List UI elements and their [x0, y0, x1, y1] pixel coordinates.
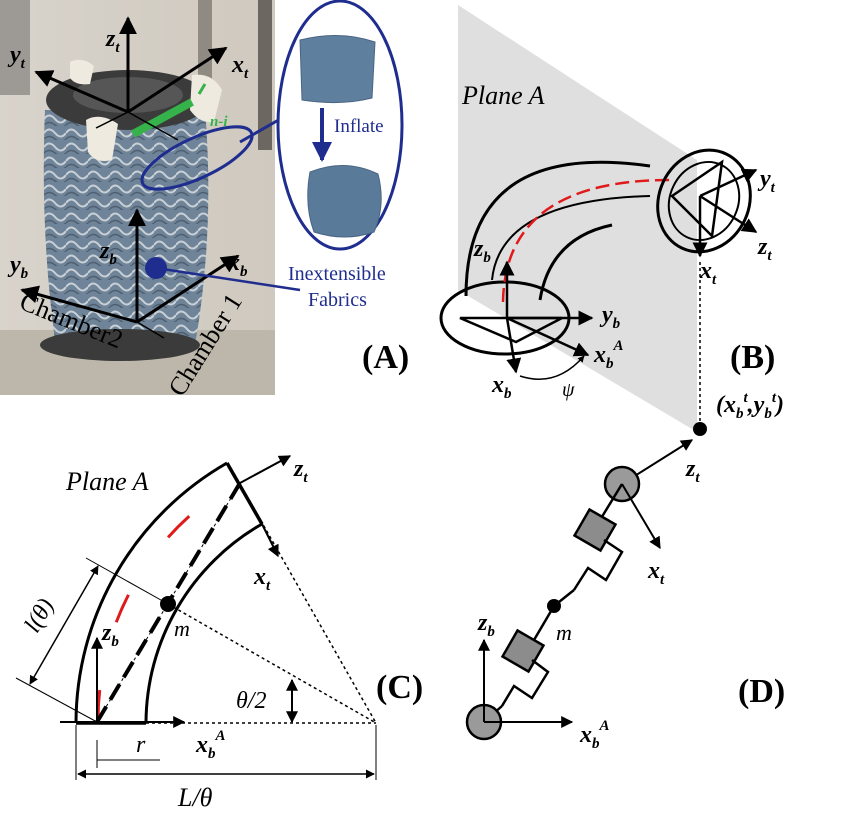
- c-radius-to-center: [227, 462, 377, 724]
- d-xt-axis: [621, 483, 661, 550]
- photo-yt-label: yt: [7, 42, 26, 72]
- b-psi-label: ψ: [562, 379, 575, 401]
- panel-b: Plane A zb yb xb xbA ψ yt zt xt (xbt,ybt…: [439, 5, 784, 436]
- c-r-label: r: [136, 732, 146, 758]
- projection-point: [693, 422, 707, 436]
- c-m-label: m: [174, 616, 190, 641]
- green-tick: [197, 83, 207, 95]
- tube-inner-wall: [538, 223, 613, 301]
- d-xt-label: xt: [647, 558, 665, 588]
- d-lower-spring: [500, 659, 550, 707]
- c-l-ext-bottom: [15, 677, 98, 723]
- fabrics-connector: [155, 266, 301, 292]
- c-mid-radius: [167, 603, 377, 724]
- d-link-3: [532, 605, 556, 641]
- c-xt-label: xt: [253, 564, 271, 594]
- robot-body: [43, 110, 209, 345]
- chamber-highlight-ellipse: [140, 125, 254, 191]
- photo-zt-label: zt: [105, 26, 120, 56]
- b-zt-axis: [699, 194, 758, 234]
- d-m-label: m: [556, 620, 572, 645]
- d-zt-label: zt: [685, 456, 700, 486]
- b-xbA-axis: [506, 316, 590, 357]
- inflate-label: Inflate: [334, 116, 384, 137]
- photo-right-pole: [198, 0, 212, 80]
- tube-outer-wall: [464, 160, 651, 297]
- photo-top-axes: [34, 16, 228, 141]
- c-half-theta-label: θ/2: [236, 688, 266, 714]
- projection-label: (xbt,ybt): [716, 390, 784, 422]
- c-tip-bar: [225, 462, 264, 525]
- c-xt-axis: [261, 523, 279, 558]
- panel-c: Plane A zt xt m zb xbA l(θ) θ/2 r: [15, 455, 377, 812]
- c-l-ext-top: [85, 557, 169, 605]
- plane-a-surface: [458, 5, 697, 432]
- fabrics-label-line1: Inextensible: [288, 263, 386, 285]
- c-outer-arc: [74, 461, 228, 724]
- fabrics-label-line2: Fabrics: [308, 289, 367, 311]
- panel-label-b: (B): [730, 339, 775, 376]
- panel-label-a: (A): [362, 339, 409, 376]
- tube-top-triangle: [670, 159, 724, 239]
- c-L-label: L/θ: [177, 783, 213, 812]
- b-xt-label: xt: [699, 258, 717, 288]
- c-zt-label: zt: [293, 456, 308, 486]
- green-label: n-i: [210, 114, 228, 130]
- photo-bottom-axes: [20, 208, 240, 339]
- b-xb-axis: [505, 317, 522, 374]
- b-yt-axis: [699, 168, 758, 198]
- b-zb-label: zb: [473, 236, 491, 266]
- panel-b-plane-label: Plane A: [461, 81, 545, 110]
- panel-label-d: (D): [738, 673, 785, 710]
- b-xbA-label: xbA: [593, 338, 624, 372]
- photo-yb-label: yb: [7, 252, 29, 282]
- pouch-inflated: [307, 164, 382, 238]
- d-xbA-label: xbA: [579, 718, 610, 752]
- green-bar: [131, 98, 194, 138]
- c-xbA-label: xbA: [195, 728, 226, 762]
- robot-base-plate: [40, 329, 200, 361]
- c-inner-arc: [144, 522, 263, 724]
- cloth-left: [86, 116, 118, 161]
- b-xb-label: xb: [491, 372, 512, 402]
- b-yb-label: yb: [599, 302, 621, 332]
- b-zt-label: zt: [757, 234, 772, 264]
- d-link-1: [598, 483, 624, 521]
- photo-xt-label: xt: [231, 52, 249, 82]
- psi-arc: [519, 355, 585, 380]
- c-zt-axis: [239, 455, 292, 484]
- c-l-label: l(θ): [20, 594, 60, 637]
- c-zb-label: zb: [101, 620, 119, 650]
- photo-pole: [0, 0, 30, 95]
- b-yt-label: yt: [757, 166, 776, 196]
- c-l-dimension: [29, 565, 99, 685]
- cloth-right: [190, 74, 222, 123]
- cloth-top: [70, 59, 94, 85]
- callout-connector: [239, 116, 283, 144]
- photo-xb-label: xb: [227, 250, 248, 280]
- panel-label-c: (C): [376, 669, 423, 706]
- photo-panel: n-i zt yt xt zb yb xb Chamber2 Chamber 1: [0, 0, 404, 401]
- d-zb-label: zb: [477, 610, 495, 640]
- photo-right-pole-2: [258, 0, 272, 150]
- pouch-deflated: [299, 34, 376, 104]
- panel-c-plane-label: Plane A: [65, 467, 149, 496]
- panel-d: zt xt m zb xbA: [465, 439, 700, 752]
- d-upper-spring: [572, 538, 624, 591]
- photo-zb-label: zb: [99, 238, 117, 268]
